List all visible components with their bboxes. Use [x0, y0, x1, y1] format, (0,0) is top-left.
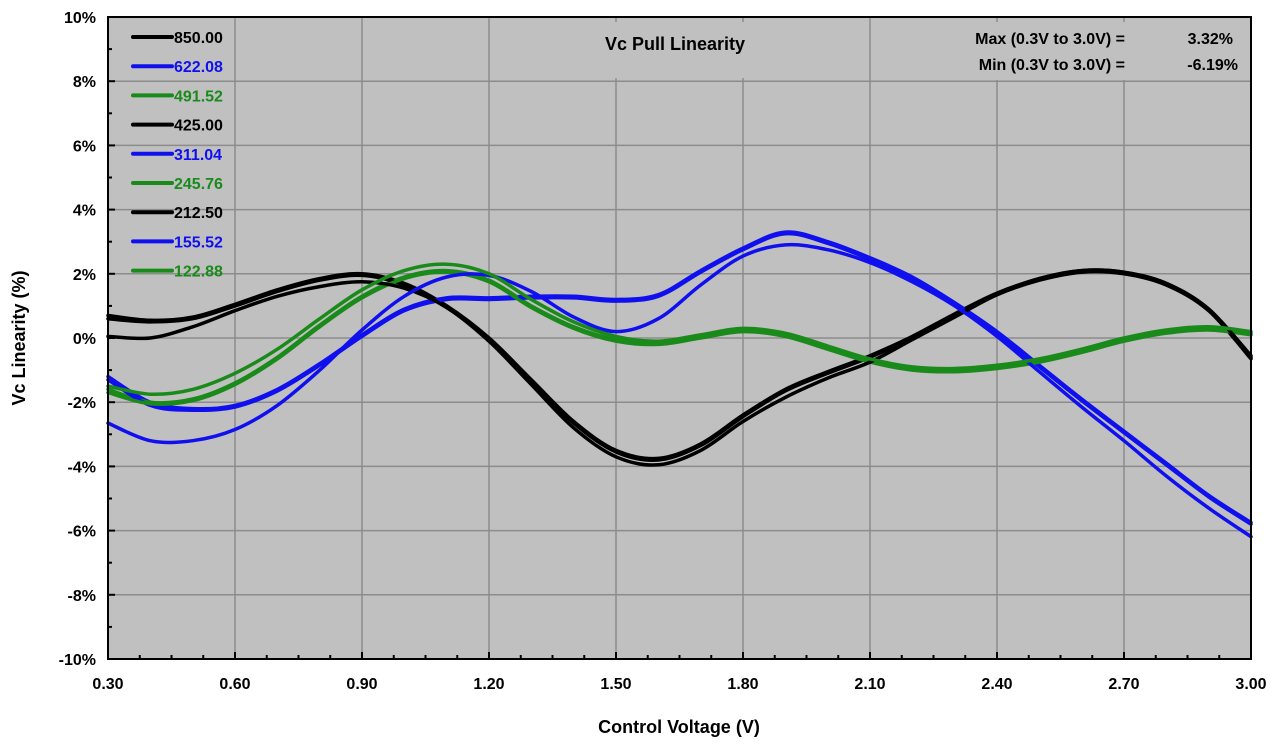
y-tick-label: -4% [68, 459, 96, 476]
grid-lines [108, 17, 1251, 659]
max-stat-value: 3.32% [1188, 31, 1233, 48]
series-line-122.88 [106, 262, 1253, 397]
x-tick-label: 1.20 [473, 676, 504, 693]
y-tick-label: 10% [64, 10, 96, 27]
legend-label-155.52: 155.52 [174, 234, 223, 251]
series-line-311.04 [106, 231, 1253, 526]
x-tick-label: 2.70 [1108, 676, 1139, 693]
title-box: Vc Pull Linearity [566, 22, 784, 78]
plot-area [106, 16, 1253, 660]
x-axis-title: Control Voltage (V) [598, 717, 760, 737]
y-axis-title: Vc Linearity (%) [9, 270, 29, 405]
x-tick-label: 0.30 [92, 676, 123, 693]
y-tick-label: -2% [68, 395, 96, 412]
x-tick-label: 2.10 [854, 676, 885, 693]
legend-label-311.04: 311.04 [174, 147, 222, 164]
x-axis-ticks: 0.30 0.60 0.90 1.20 1.50 1.80 2.10 2.40 2.70 3.00 [92, 652, 1267, 693]
legend-label-212.50: 212.50 [174, 205, 223, 222]
stats-box: Max (0.3V to 3.0V) = 3.32% Min (0.3V to … [925, 22, 1247, 80]
series-lines [106, 230, 1253, 539]
x-tick-label: 0.60 [219, 676, 250, 693]
y-tick-label: 6% [73, 138, 96, 155]
legend-label-425.00: 425.00 [174, 118, 223, 135]
legend-label-122.88: 122.88 [174, 264, 223, 281]
y-tick-label: 2% [73, 267, 96, 284]
legend-label-245.76: 245.76 [174, 176, 223, 193]
min-stat-label: Min (0.3V to 3.0V) = [979, 57, 1125, 74]
series-line-155.52 [106, 242, 1253, 539]
x-tick-label: 2.40 [981, 676, 1012, 693]
min-stat-value: -6.19% [1187, 57, 1238, 74]
chart-title: Vc Pull Linearity [605, 34, 745, 54]
y-tick-label: -10% [59, 652, 96, 669]
legend-label-850.00: 850.00 [174, 30, 223, 47]
series-line-245.76 [106, 270, 1253, 407]
max-stat-label: Max (0.3V to 3.0V) = [975, 31, 1125, 48]
y-axis-ticks: 10% 8% 6% 4% 2% 0% -2% -4% -6% -8% -10% [59, 10, 115, 669]
x-tick-label: 0.90 [346, 676, 377, 693]
series-line-212.50 [106, 268, 1253, 467]
legend-label-491.52: 491.52 [174, 88, 223, 105]
x-tick-label: 3.00 [1235, 676, 1266, 693]
y-tick-label: 8% [73, 74, 96, 91]
x-tick-label: 1.80 [727, 676, 758, 693]
legend: 850.00 622.08 491.52 425.00 311.04 245.76 212.… [131, 30, 223, 281]
y-tick-label: 4% [73, 203, 96, 220]
legend-label-622.08: 622.08 [174, 59, 223, 76]
y-tick-label: -6% [68, 524, 96, 541]
y-tick-label: 0% [73, 331, 96, 348]
y-tick-label: -8% [68, 588, 96, 605]
x-tick-label: 1.50 [600, 676, 631, 693]
